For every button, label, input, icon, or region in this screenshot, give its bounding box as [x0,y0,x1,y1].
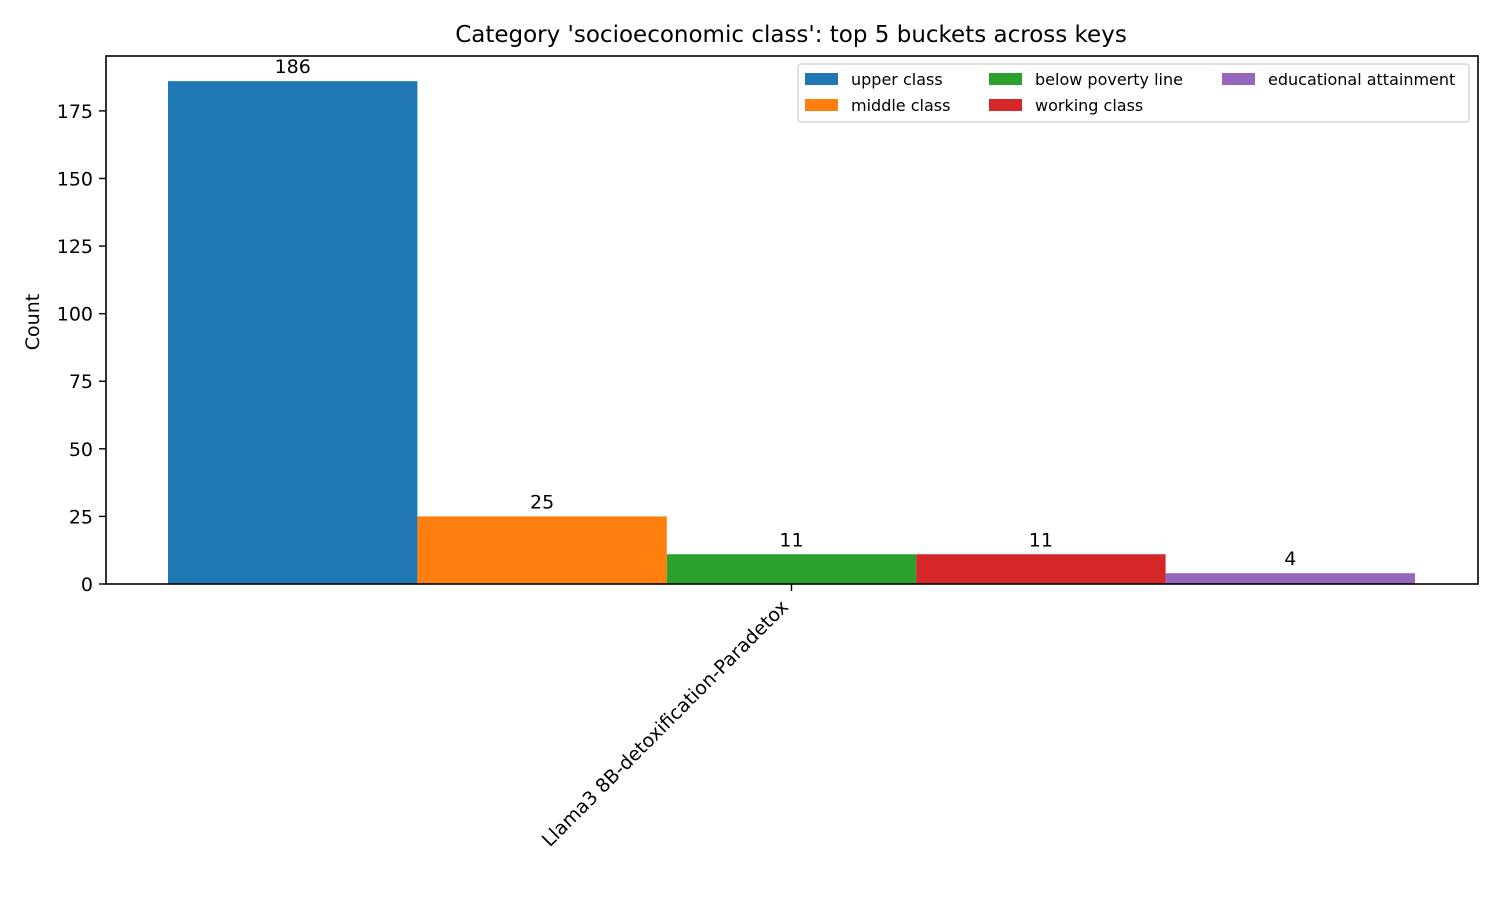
legend: upper class middle class below poverty lin… [797,63,1470,123]
y-tick-label: 125 [57,236,93,258]
bar-working-class [916,554,1166,584]
legend-swatch [1222,73,1255,85]
value-label: 4 [1284,548,1296,570]
bar-middle-class [417,516,667,584]
value-label: 186 [275,56,311,78]
y-axis-label: Count [22,294,44,350]
bar-below-poverty-line [666,554,917,584]
y-tick-label: 25 [69,506,93,528]
y-tick-label: 175 [57,101,93,123]
bars-layer [168,81,1415,585]
legend-label: educational attainment [1268,70,1455,89]
y-tick-label: 75 [69,371,93,393]
y-tick-label: 0 [81,574,93,596]
legend-swatch [805,99,838,111]
y-axis: 0 25 50 75 100 125 150 175 [57,101,106,596]
value-label: 11 [1029,529,1053,551]
value-label: 25 [530,491,554,513]
chart-title: Category 'socioeconomic class': top 5 bu… [455,22,1127,48]
legend-swatch [989,99,1022,111]
y-tick-label: 150 [57,168,93,190]
x-tick-label: Llama3 8B-detoxification-Paradetox [538,596,793,851]
plot-frame [105,55,1479,585]
legend-label: upper class [851,70,943,89]
x-axis: Llama3 8B-detoxification-Paradetox [538,584,793,851]
value-labels-layer: 186 25 11 11 4 [275,56,1297,570]
legend-label: below poverty line [1035,70,1183,89]
legend-label: middle class [851,96,950,115]
legend-box [797,63,1470,123]
value-label: 11 [779,529,803,551]
legend-label: working class [1035,96,1143,115]
y-tick-label: 50 [69,439,93,461]
legend-swatch [805,73,838,85]
y-tick-label: 100 [57,304,93,326]
bar-upper-class [168,81,418,585]
bar-educational-attainment [1165,573,1415,584]
legend-swatch [989,73,1022,85]
